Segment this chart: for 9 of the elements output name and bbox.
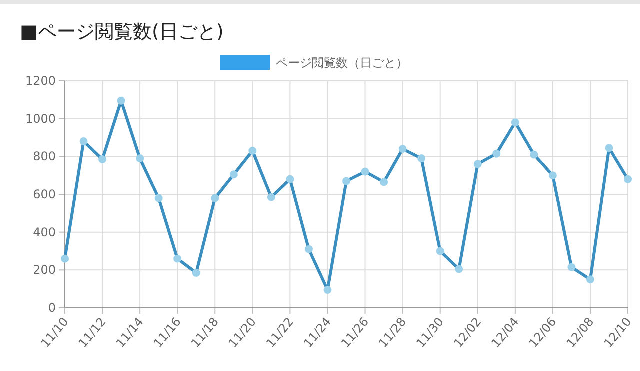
y-tick-label: 800 <box>33 150 56 164</box>
chart-title: ■ページ閲覧数(日ごと) <box>20 21 224 43</box>
y-tick-label: 400 <box>33 225 56 240</box>
y-tick-label: 0 <box>48 301 56 315</box>
y-tick-label: 600 <box>33 188 56 202</box>
y-tick-label: 1200 <box>25 74 56 88</box>
y-tick-label: 200 <box>33 263 56 278</box>
legend: ページ閲覧数（日ごと） <box>220 55 408 70</box>
y-tick-label: 1000 <box>25 112 56 126</box>
